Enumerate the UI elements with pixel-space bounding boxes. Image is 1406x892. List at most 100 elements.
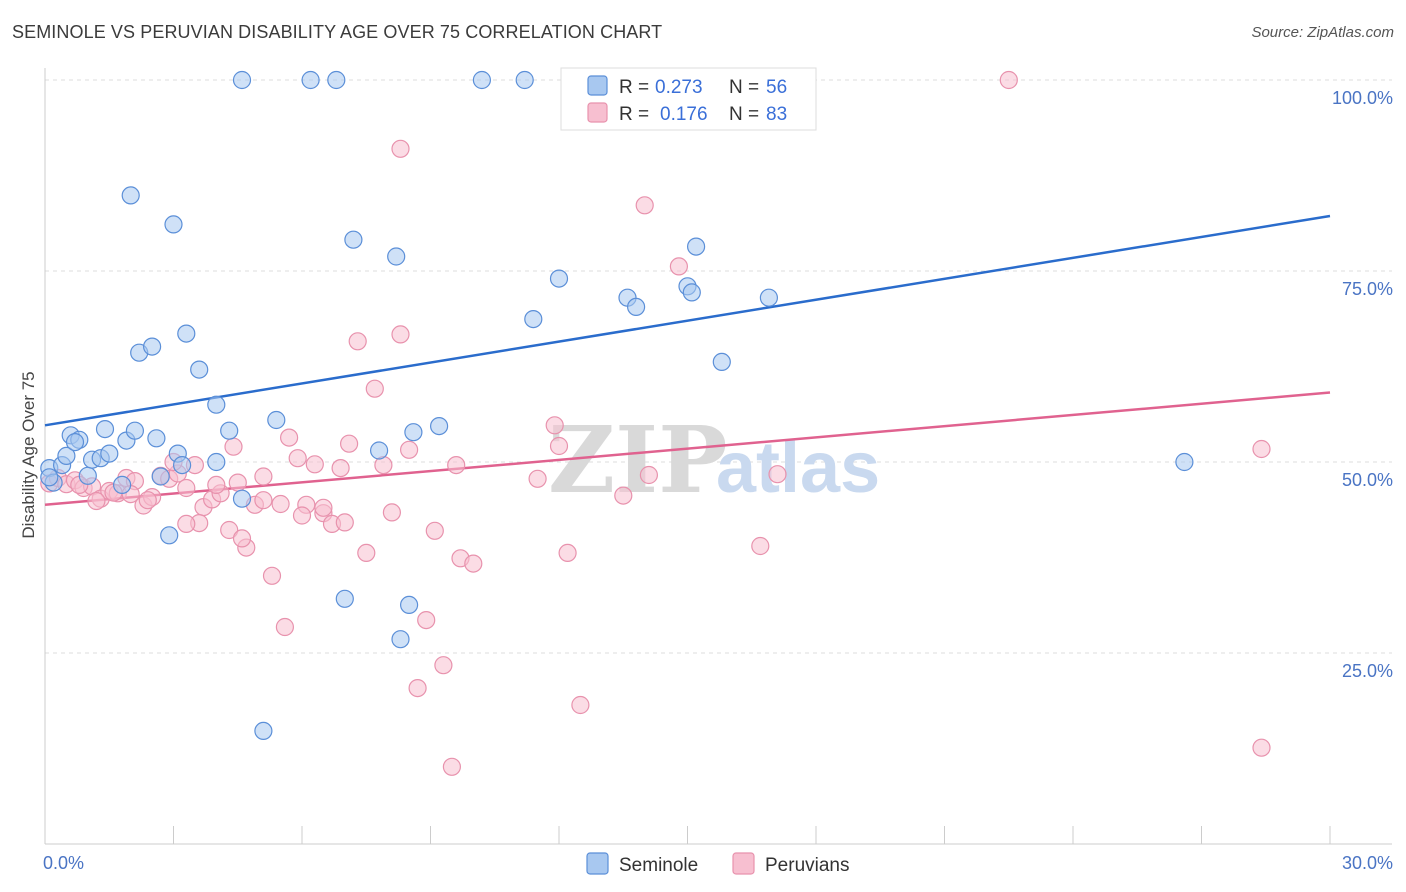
point-seminole-40 [524, 310, 543, 329]
point-peruvian-74 [275, 617, 294, 637]
point-peruvian-57 [669, 257, 689, 276]
point-seminole-11 [95, 420, 115, 439]
point-seminole-31 [254, 721, 273, 741]
point-peruvian-81 [292, 506, 312, 525]
point-seminole-10 [100, 444, 119, 463]
legend-swatch-peruvian [587, 102, 608, 123]
point-peruvian-60 [999, 70, 1018, 90]
series-legend-swatch-seminole [586, 852, 609, 875]
point-peruvian-31 [305, 455, 324, 474]
point-seminole-53 [472, 70, 491, 90]
point-seminole-39 [391, 630, 410, 649]
point-peruvian-76 [177, 514, 196, 534]
point-peruvian-80 [232, 529, 252, 548]
point-seminole-41 [549, 269, 569, 288]
y-tick-label-1: 50.0% [1342, 470, 1393, 490]
legend-n-peruvian: 83 [766, 104, 787, 125]
point-peruvian-42 [400, 440, 419, 459]
point-peruvian-34 [331, 459, 350, 478]
point-peruvian-16 [177, 478, 196, 498]
point-peruvian-69 [447, 456, 466, 475]
point-peruvian-49 [464, 554, 483, 573]
y-tick-label-0: 25.0% [1342, 661, 1393, 681]
legend-n-seminole: 56 [766, 77, 787, 98]
point-peruvian-43 [408, 678, 427, 698]
point-seminole-32 [344, 230, 363, 249]
point-seminole-28 [160, 526, 179, 545]
point-seminole-17 [164, 215, 183, 234]
point-seminole-43 [626, 297, 646, 316]
point-peruvian-82 [207, 475, 226, 494]
point-peruvian-66 [254, 467, 273, 486]
point-peruvian-58 [751, 536, 770, 556]
point-peruvian-35 [340, 434, 359, 453]
trend-line-peruvian [44, 391, 1331, 507]
point-peruvian-75 [314, 498, 333, 517]
point-peruvian-56 [639, 465, 659, 485]
point-peruvian-27 [271, 494, 290, 514]
point-peruvian-21 [220, 520, 239, 540]
trend-lines [44, 214, 1331, 507]
y-axis-label: Disability Age Over 75 [19, 371, 38, 538]
point-seminole-51 [301, 70, 320, 90]
point-peruvian-62 [1252, 439, 1271, 459]
legend-n-label-peruvian: N = [729, 104, 759, 125]
stats-legend: R = 0.273 N = 56 R = 0.176 N = 83 [560, 67, 817, 131]
point-peruvian-70 [549, 436, 569, 456]
point-seminole-37 [430, 417, 449, 436]
point-peruvian-68 [391, 325, 410, 344]
point-seminole-38 [400, 595, 419, 615]
x-tick-labels: 0.0% 30.0% [43, 853, 1393, 873]
point-peruvian-22 [228, 473, 247, 492]
point-seminole-15 [112, 475, 132, 494]
y-tick-label-2: 75.0% [1342, 279, 1393, 299]
point-peruvian-54 [614, 486, 633, 505]
watermark: ZIP atlas [548, 406, 880, 514]
point-peruvian-52 [558, 543, 577, 563]
watermark-atlas: atlas [716, 428, 880, 508]
point-peruvian-36 [348, 332, 367, 351]
series-legend-swatch-peruvian [732, 852, 755, 875]
data-points [40, 70, 1271, 776]
point-seminole-55 [40, 468, 59, 487]
point-seminole-25 [151, 467, 170, 486]
series-legend-label-seminole: Seminole [619, 855, 698, 876]
point-seminole-52 [327, 70, 346, 90]
point-seminole-20 [177, 324, 196, 343]
point-peruvian-37 [357, 543, 376, 563]
grid-lines [45, 79, 1392, 654]
point-seminole-49 [1175, 452, 1194, 472]
point-peruvian-25 [254, 491, 273, 510]
series-legend-label-peruvian: Peruvians [765, 855, 850, 876]
point-peruvian-79 [138, 491, 157, 510]
point-seminole-34 [335, 589, 354, 608]
legend-swatch-seminole [587, 75, 608, 96]
point-seminole-23 [220, 421, 239, 440]
point-seminole-7 [78, 466, 97, 485]
point-peruvian-28 [280, 428, 299, 447]
point-peruvian-41 [391, 139, 410, 158]
point-seminole-6 [65, 433, 85, 452]
x-tick-label-1: 30.0% [1342, 853, 1393, 873]
point-seminole-16 [121, 186, 140, 205]
chart-source: Source: ZipAtlas.com [1251, 24, 1394, 41]
point-seminole-46 [686, 237, 706, 256]
point-peruvian-40 [382, 503, 401, 522]
point-peruvian-55 [635, 196, 654, 215]
point-seminole-27 [207, 452, 226, 472]
point-peruvian-26 [262, 566, 282, 585]
point-peruvian-29 [288, 449, 307, 468]
legend-r-label-peruvian: R = [619, 104, 649, 125]
y-tick-label-3: 100.0% [1332, 88, 1393, 108]
point-seminole-29 [232, 489, 252, 508]
legend-r-peruvian: 0.176 [660, 104, 708, 125]
axes [44, 68, 1392, 845]
point-seminole-35 [370, 441, 389, 460]
point-peruvian-50 [528, 469, 547, 488]
point-peruvian-51 [545, 416, 564, 435]
point-seminole-30 [267, 410, 286, 430]
point-seminole-13 [125, 421, 144, 440]
point-peruvian-73 [87, 491, 106, 511]
trend-line-seminole [44, 214, 1331, 427]
